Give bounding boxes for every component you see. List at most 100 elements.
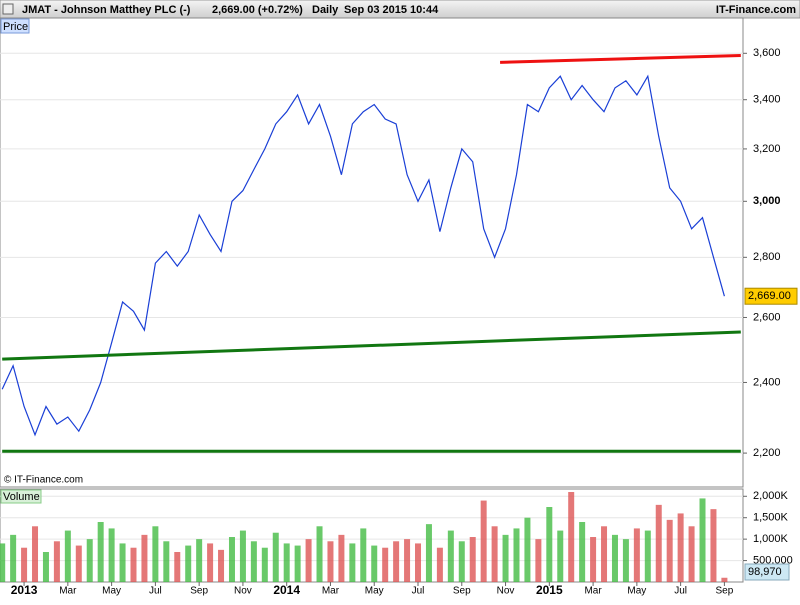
x-tick-label: Sep — [190, 586, 208, 597]
volume-bar — [196, 539, 203, 582]
volume-bar — [32, 526, 39, 582]
volume-bar — [185, 545, 192, 582]
x-tick-label: Sep — [453, 586, 471, 597]
x-tick-label: May — [102, 586, 121, 597]
volume-bar — [644, 530, 651, 582]
volume-bar — [590, 537, 597, 582]
x-tick-label: Jul — [674, 586, 687, 597]
volume-bar — [228, 537, 235, 582]
series-tag — [0, 18, 30, 34]
volume-bar — [382, 547, 389, 582]
volume-bar — [546, 507, 553, 582]
volume-bar — [0, 543, 6, 582]
last-volume-box — [744, 563, 790, 581]
x-tick-label: Mar — [59, 586, 77, 597]
volume-bar — [152, 526, 159, 582]
volume-bar — [502, 534, 509, 582]
volume-bar — [447, 530, 454, 582]
volume-bar — [261, 547, 268, 582]
header-source: IT-Finance.com — [716, 4, 796, 16]
y-tick-label: 2,200 — [753, 447, 781, 459]
series-name: Price — [3, 21, 28, 33]
y-tick-label: 3,600 — [753, 47, 781, 59]
volume-bar — [688, 526, 695, 582]
volume-bar — [579, 522, 586, 582]
volume-bar — [10, 534, 17, 582]
last-price-box — [744, 287, 798, 305]
trend-line — [2, 330, 741, 361]
y-tick-label: 3,400 — [753, 94, 781, 106]
y-tick-label: 3,000 — [753, 195, 781, 207]
header-title: JMAT - Johnson Matthey PLC (-) — [22, 4, 191, 16]
x-tick-label: May — [627, 586, 646, 597]
x-tick-label: 2013 — [11, 583, 38, 597]
x-tick-label: Mar — [322, 586, 340, 597]
volume-bar — [436, 547, 443, 582]
volume-bar — [458, 541, 465, 582]
volume-bar — [64, 530, 71, 582]
volume-bar — [207, 543, 214, 582]
volume-bar — [338, 534, 345, 582]
volume-bar — [425, 524, 432, 582]
volume-bar — [404, 539, 411, 582]
volume-bar — [601, 526, 608, 582]
y-tick-label: 2,000K — [753, 490, 789, 502]
header-interval: Daily — [312, 4, 339, 16]
x-tick-label: 2014 — [273, 583, 300, 597]
volume-bar — [108, 528, 115, 582]
volume-bar — [75, 545, 82, 582]
volume-bar — [163, 541, 170, 582]
volume-bar — [710, 509, 717, 582]
x-tick-label: Jul — [412, 586, 425, 597]
volume-bar — [250, 541, 257, 582]
volume-bar — [174, 552, 181, 582]
last-volume-label: 98,970 — [748, 566, 782, 578]
volume-bar — [633, 528, 640, 582]
volume-bar — [524, 517, 531, 582]
price-line — [1, 74, 725, 437]
y-tick-label: 1,000K — [753, 533, 789, 545]
y-tick-label: 3,200 — [753, 143, 781, 155]
volume-bar — [42, 552, 49, 582]
volume-bar — [119, 543, 126, 582]
header-quote: 2,669.00 (+0.72%) — [212, 4, 303, 16]
volume-bar — [469, 537, 476, 582]
volume-bar — [349, 543, 356, 582]
volume-bar — [141, 534, 148, 582]
volume-bar — [480, 500, 487, 582]
y-tick-label: 1,500K — [753, 512, 789, 524]
volume-bar — [86, 539, 93, 582]
series-name: Volume — [3, 491, 40, 503]
last-price-label: 2,669.00 — [748, 290, 791, 302]
volume-bar — [283, 543, 290, 582]
x-tick-label: Jul — [149, 586, 162, 597]
series-tag — [0, 489, 42, 504]
volume-bar — [327, 541, 334, 582]
volume-bar — [666, 519, 673, 582]
volume-bar — [677, 513, 684, 582]
volume-bar — [513, 528, 520, 582]
volume-bar — [305, 539, 312, 582]
volume-bar — [371, 545, 378, 582]
volume-bar — [699, 498, 706, 582]
y-tick-label: 2,600 — [753, 311, 781, 323]
trend-line — [500, 54, 741, 64]
volume-bar — [360, 528, 367, 582]
volume-bar — [21, 547, 28, 582]
volume-bar — [721, 577, 728, 582]
volume-bar — [655, 504, 662, 582]
volume-bar — [53, 541, 60, 582]
price-panel — [0, 17, 744, 488]
x-tick-label: Nov — [497, 586, 515, 597]
x-tick-label: 2015 — [536, 583, 563, 597]
volume-bar — [316, 526, 323, 582]
volume-bar — [535, 539, 542, 582]
volume-bar — [415, 543, 422, 582]
menu-icon[interactable] — [2, 3, 14, 15]
volume-bar — [239, 530, 246, 582]
y-tick-label: 500,000 — [753, 554, 793, 566]
x-tick-label: Nov — [234, 586, 252, 597]
volume-bar — [272, 532, 279, 582]
y-tick-label: 2,800 — [753, 251, 781, 263]
watermark: © IT-Finance.com — [4, 475, 83, 486]
